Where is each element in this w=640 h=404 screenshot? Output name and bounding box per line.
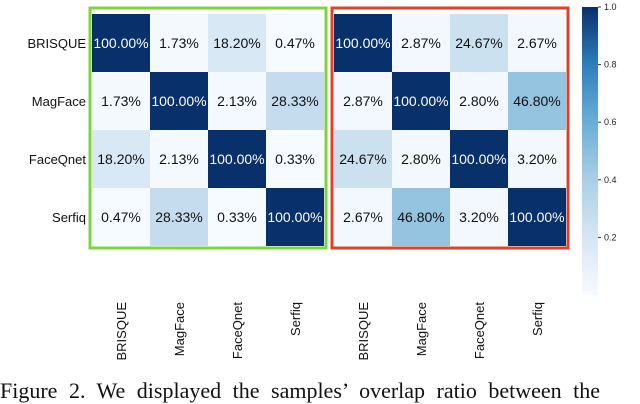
heatmap-0-cell-0-0: [92, 14, 150, 72]
heatmap-1-label-0-0: 100.00%: [335, 35, 390, 51]
heatmap-0-cell-1-2: [208, 72, 266, 130]
heatmap-1-label-1-2: 2.80%: [459, 93, 499, 109]
heatmap-1-label-0-3: 2.67%: [517, 35, 557, 51]
heatmap-1-cell-0-3: [508, 14, 566, 72]
colorbar-tick-label: 0.2: [604, 232, 617, 242]
heatmap-1-label-0-1: 2.87%: [401, 35, 441, 51]
heatmap-0-cell-2-1: [150, 130, 208, 188]
heatmap-1-cell-1-0: [334, 72, 392, 130]
heatmap-1-cell-3-2: [450, 188, 508, 246]
heatmap-0-label-3-3: 100.00%: [267, 209, 322, 225]
heatmap-0-cell-3-2: [208, 188, 266, 246]
heatmap-1-label-3-3: 100.00%: [509, 209, 564, 225]
heatmap-1-label-3-1: 46.80%: [397, 209, 444, 225]
heatmap-0-label-2-1: 2.13%: [159, 151, 199, 167]
heatmap-1-cell-2-0: [334, 130, 392, 188]
heatmap-0-label-3-2: 0.33%: [217, 209, 257, 225]
heatmap-0-label-0-0: 100.00%: [93, 35, 148, 51]
heatmap-0-label-1-0: 1.73%: [101, 93, 141, 109]
heatmap-0-label-2-0: 18.20%: [97, 151, 144, 167]
colorbar-tick-label: 0.4: [604, 175, 617, 185]
row-label-brisque: BRISQUE: [27, 36, 86, 51]
heatmap-0-cell-1-1: [150, 72, 208, 130]
heatmap-0-label-2-2: 100.00%: [209, 151, 264, 167]
heatmap-0-cell-0-2: [208, 14, 266, 72]
heatmap-1-cell-2-1: [392, 130, 450, 188]
heatmap-1-cell-1-3: [508, 72, 566, 130]
colorbar-tick-label: 0.8: [604, 60, 617, 70]
heatmap-1-label-3-0: 2.67%: [343, 209, 383, 225]
heatmap-0-frame: [88, 6, 328, 250]
heatmap-0-label-0-2: 18.20%: [213, 35, 260, 51]
heatmap-1-label-2-0: 24.67%: [339, 151, 386, 167]
heatmap-0-cell-1-3: [266, 72, 324, 130]
heatmap-1-cell-1-2: [450, 72, 508, 130]
heatmap-1-label-3-2: 3.20%: [459, 209, 499, 225]
heatmap-1-frame: [330, 6, 570, 250]
figure-caption: Figure 2. We displayed the samples’ over…: [0, 378, 601, 403]
heatmap-0-cell-1-0: [92, 72, 150, 130]
heatmap-0-cell-0-1: [150, 14, 208, 72]
heatmap-1-label-1-1: 100.00%: [393, 93, 448, 109]
heatmap-1-label-1-0: 2.87%: [343, 93, 383, 109]
colorbar-tick-label: 0.6: [604, 117, 617, 127]
heatmap-1-cell-1-1: [392, 72, 450, 130]
heatmap-1-col-label-serfiq: Serfiq: [530, 302, 545, 336]
heatmap-0-col-label-faceqnet: FaceQnet: [230, 302, 245, 359]
heatmap-0-label-1-2: 2.13%: [217, 93, 257, 109]
heatmap-1-col-label-faceqnet: FaceQnet: [472, 302, 487, 359]
heatmap-left: 100.00% 1.73% 18.20% 0.47% 1.73% 100.00% 2.13%…: [88, 6, 328, 361]
heatmap-right: 100.00% 2.87% 24.67% 2.67% 2.87% 100.00% 2.80%…: [330, 6, 570, 361]
heatmap-0-label-1-3: 28.33%: [271, 93, 318, 109]
heatmap-1-col-label-magface: MagFace: [414, 302, 429, 356]
row-label-serfiq: Serfiq: [52, 210, 86, 225]
heatmap-1-label-2-3: 3.20%: [517, 151, 557, 167]
colorbar-gradient: [582, 7, 598, 295]
colorbar: 1.0 0.8 0.6 0.4 0.2: [582, 2, 617, 295]
heatmap-0-label-3-1: 28.33%: [155, 209, 202, 225]
heatmap-0-cell-3-0: [92, 188, 150, 246]
heatmap-1-col-label-brisque: BRISQUE: [356, 302, 371, 361]
heatmap-0-cell-3-1: [150, 188, 208, 246]
heatmap-0-cell-2-2: [208, 130, 266, 188]
heatmap-0-label-0-1: 1.73%: [159, 35, 199, 51]
heatmap-0-col-label-serfiq: Serfiq: [288, 302, 303, 336]
heatmap-0-col-label-brisque: BRISQUE: [114, 302, 129, 361]
heatmap-1-cell-2-2: [450, 130, 508, 188]
heatmap-0-cell-3-3: [266, 188, 324, 246]
heatmap-1-cell-3-3: [508, 188, 566, 246]
heatmap-0-label-2-3: 0.33%: [275, 151, 315, 167]
heatmap-1-cell-3-0: [334, 188, 392, 246]
heatmap-1-label-2-2: 100.00%: [451, 151, 506, 167]
heatmap-1-cell-2-3: [508, 130, 566, 188]
heatmap-0-col-label-magface: MagFace: [172, 302, 187, 356]
heatmap-1-cell-3-1: [392, 188, 450, 246]
heatmap-1-cell-0-0: [334, 14, 392, 72]
heatmap-0-label-0-3: 0.47%: [275, 35, 315, 51]
heatmap-1-label-2-1: 2.80%: [401, 151, 441, 167]
row-label-faceqnet: FaceQnet: [29, 152, 86, 167]
heatmap-0-cell-2-3: [266, 130, 324, 188]
heatmap-0-cell-2-0: [92, 130, 150, 188]
colorbar-tick-label: 1.0: [604, 2, 617, 12]
heatmap-1-cell-0-2: [450, 14, 508, 72]
row-label-magface: MagFace: [32, 94, 86, 109]
row-labels: BRISQUE MagFace FaceQnet Serfiq: [27, 36, 86, 225]
heatmap-1-label-0-2: 24.67%: [455, 35, 502, 51]
heatmap-1-label-1-3: 46.80%: [513, 93, 560, 109]
heatmap-0-cell-0-3: [266, 14, 324, 72]
heatmap-0-label-3-0: 0.47%: [101, 209, 141, 225]
heatmap-0-label-1-1: 100.00%: [151, 93, 206, 109]
heatmap-1-cell-0-1: [392, 14, 450, 72]
